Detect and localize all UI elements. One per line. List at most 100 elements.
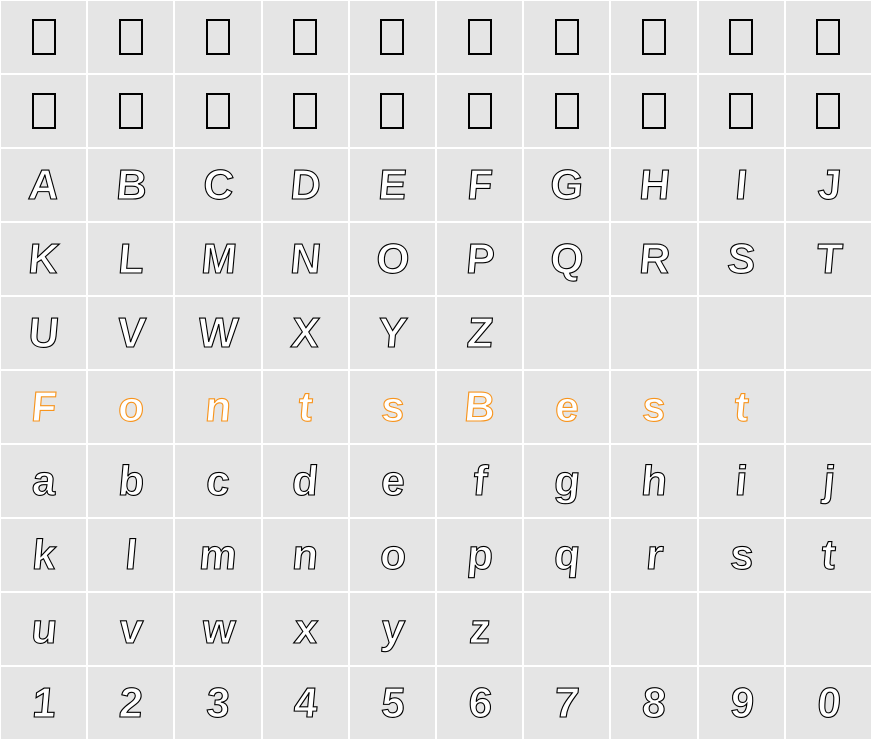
glyph-cell[interactable] — [611, 593, 696, 665]
glyph-cell[interactable]: a — [1, 445, 86, 517]
glyph-cell[interactable] — [263, 1, 348, 73]
glyph-cell[interactable]: S — [699, 223, 784, 295]
glyph-cell[interactable]: j — [786, 445, 871, 517]
glyph-cell[interactable] — [263, 75, 348, 147]
glyph-cell[interactable] — [786, 371, 871, 443]
glyph-cell[interactable]: U — [1, 297, 86, 369]
glyph-cell[interactable]: O — [350, 223, 435, 295]
glyph-cell[interactable]: d — [263, 445, 348, 517]
glyph-cell[interactable]: F — [1, 371, 86, 443]
glyph-cell[interactable]: 9 — [699, 667, 784, 739]
glyph-cell[interactable]: b — [88, 445, 173, 517]
glyph-cell[interactable]: G — [524, 149, 609, 221]
glyph-cell[interactable] — [786, 1, 871, 73]
glyph-cell[interactable]: e — [524, 371, 609, 443]
glyph-cell[interactable]: e — [350, 445, 435, 517]
glyph-cell[interactable] — [1, 1, 86, 73]
glyph-cell[interactable]: I — [699, 149, 784, 221]
glyph-cell[interactable] — [524, 593, 609, 665]
glyph-cell[interactable]: M — [175, 223, 260, 295]
glyph-cell[interactable]: R — [611, 223, 696, 295]
glyph-cell[interactable]: X — [263, 297, 348, 369]
glyph-cell[interactable]: g — [524, 445, 609, 517]
glyph-cell[interactable] — [524, 75, 609, 147]
glyph-cell[interactable]: 8 — [611, 667, 696, 739]
glyph-cell[interactable]: l — [88, 519, 173, 591]
glyph-cell[interactable]: E — [350, 149, 435, 221]
glyph-cell[interactable]: f — [437, 445, 522, 517]
glyph-cell[interactable]: n — [263, 519, 348, 591]
glyph-cell[interactable]: J — [786, 149, 871, 221]
glyph-cell[interactable]: t — [699, 371, 784, 443]
glyph-cell[interactable]: t — [263, 371, 348, 443]
glyph-cell[interactable]: A — [1, 149, 86, 221]
glyph-cell[interactable]: s — [611, 371, 696, 443]
glyph-cell[interactable]: K — [1, 223, 86, 295]
glyph-cell[interactable] — [699, 297, 784, 369]
glyph-cell[interactable] — [88, 1, 173, 73]
glyph-cell[interactable]: m — [175, 519, 260, 591]
glyph-cell[interactable] — [437, 75, 522, 147]
glyph-cell[interactable]: c — [175, 445, 260, 517]
glyph-cell[interactable]: B — [88, 149, 173, 221]
glyph-cell[interactable] — [437, 1, 522, 73]
glyph-cell[interactable]: Z — [437, 297, 522, 369]
glyph-cell[interactable] — [786, 75, 871, 147]
glyph-cell[interactable] — [611, 1, 696, 73]
glyph-cell[interactable] — [611, 75, 696, 147]
glyph-cell[interactable]: F — [437, 149, 522, 221]
glyph-cell[interactable]: 0 — [786, 667, 871, 739]
glyph-cell[interactable]: W — [175, 297, 260, 369]
glyph-cell[interactable]: H — [611, 149, 696, 221]
glyph-cell[interactable] — [699, 593, 784, 665]
glyph-cell[interactable]: t — [786, 519, 871, 591]
glyph-cell[interactable]: D — [263, 149, 348, 221]
glyph-cell[interactable]: 2 — [88, 667, 173, 739]
glyph-cell[interactable] — [88, 75, 173, 147]
glyph-cell[interactable] — [786, 297, 871, 369]
glyph-cell[interactable] — [1, 75, 86, 147]
glyph-cell[interactable]: 3 — [175, 667, 260, 739]
glyph-cell[interactable]: 7 — [524, 667, 609, 739]
glyph-cell[interactable]: i — [699, 445, 784, 517]
glyph-cell[interactable]: Q — [524, 223, 609, 295]
glyph-cell[interactable]: o — [350, 519, 435, 591]
glyph-cell[interactable]: 6 — [437, 667, 522, 739]
glyph-cell[interactable]: p — [437, 519, 522, 591]
glyph-cell[interactable]: h — [611, 445, 696, 517]
glyph-cell[interactable]: k — [1, 519, 86, 591]
glyph-cell[interactable]: B — [437, 371, 522, 443]
glyph-cell[interactable]: q — [524, 519, 609, 591]
glyph-cell[interactable]: N — [263, 223, 348, 295]
glyph-cell[interactable]: u — [1, 593, 86, 665]
glyph-cell[interactable]: r — [611, 519, 696, 591]
glyph-cell[interactable]: P — [437, 223, 522, 295]
glyph-cell[interactable]: 1 — [1, 667, 86, 739]
glyph-cell[interactable]: w — [175, 593, 260, 665]
glyph-cell[interactable]: y — [350, 593, 435, 665]
glyph-cell[interactable]: T — [786, 223, 871, 295]
glyph-cell[interactable]: Y — [350, 297, 435, 369]
glyph-cell[interactable] — [524, 297, 609, 369]
glyph-cell[interactable]: s — [350, 371, 435, 443]
glyph-cell[interactable]: o — [88, 371, 173, 443]
glyph-cell[interactable]: z — [437, 593, 522, 665]
glyph-cell[interactable] — [699, 75, 784, 147]
glyph-cell[interactable] — [350, 75, 435, 147]
glyph-cell[interactable]: C — [175, 149, 260, 221]
glyph-cell[interactable]: s — [699, 519, 784, 591]
glyph-cell[interactable]: 4 — [263, 667, 348, 739]
glyph-cell[interactable]: n — [175, 371, 260, 443]
glyph-cell[interactable] — [786, 593, 871, 665]
glyph-cell[interactable] — [350, 1, 435, 73]
glyph-cell[interactable]: V — [88, 297, 173, 369]
glyph-cell[interactable]: v — [88, 593, 173, 665]
glyph-cell[interactable]: 5 — [350, 667, 435, 739]
glyph-cell[interactable]: x — [263, 593, 348, 665]
glyph-cell[interactable]: L — [88, 223, 173, 295]
glyph-cell[interactable] — [175, 75, 260, 147]
glyph-cell[interactable] — [699, 1, 784, 73]
glyph-cell[interactable] — [175, 1, 260, 73]
glyph-cell[interactable] — [611, 297, 696, 369]
glyph-cell[interactable] — [524, 1, 609, 73]
